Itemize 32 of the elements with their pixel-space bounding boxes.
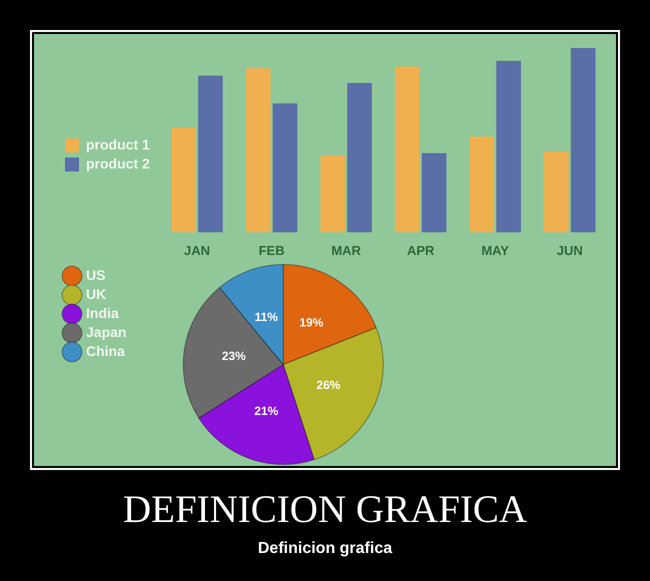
x-tick-label: FEB	[258, 242, 285, 258]
legend-label: India	[86, 304, 119, 321]
x-tick-label: APR	[406, 242, 435, 258]
x-tick-label: MAR	[331, 242, 362, 258]
bar	[246, 68, 271, 232]
legend-label: Japan	[86, 324, 126, 340]
bar	[469, 136, 494, 232]
legend-label: product 1	[86, 136, 150, 152]
bar	[198, 76, 223, 232]
bar	[394, 66, 420, 232]
x-tick-label: JAN	[184, 242, 210, 258]
legend-label: UK	[86, 286, 106, 302]
bar	[320, 154, 346, 232]
bar	[422, 153, 446, 232]
text: Definicion grafica	[256, 539, 394, 559]
bar	[496, 60, 521, 232]
legend-label: China	[86, 342, 126, 359]
x-tick-label: JUN	[556, 242, 583, 258]
bar	[272, 103, 298, 232]
data-label: 26%	[316, 378, 341, 392]
data-label: 23%	[222, 348, 246, 363]
data-label: 21%	[254, 404, 279, 418]
bar	[347, 83, 372, 232]
x-tick-label: MAY	[481, 242, 510, 258]
bar	[544, 151, 569, 232]
legend-label: US	[86, 266, 106, 283]
legend-label: product 2	[86, 155, 150, 172]
bar	[171, 127, 196, 232]
text: DEFINICION GRAFICA	[122, 487, 528, 532]
bar	[570, 48, 596, 232]
data-label: 11%	[254, 310, 278, 324]
data-label: 19%	[299, 315, 324, 330]
